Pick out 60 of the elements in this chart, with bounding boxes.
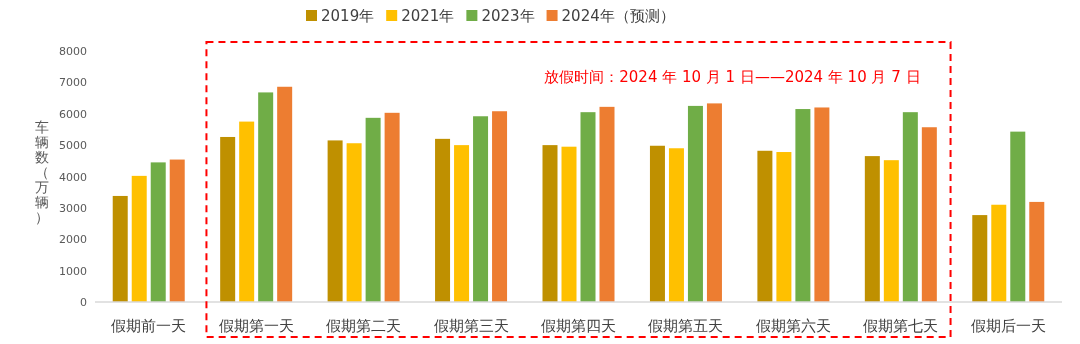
y-tick-label: 5000 [59, 139, 87, 153]
bar [131, 175, 147, 302]
y-tick-label: 8000 [59, 45, 87, 58]
bar [346, 143, 362, 302]
y-axis-title: 车辆数（万辆） [35, 119, 49, 225]
bar [795, 109, 811, 302]
bar [327, 140, 343, 302]
x-tick-label: 假期后一天 [970, 317, 1046, 335]
x-tick-label: 假期第二天 [326, 317, 402, 335]
bar [384, 112, 400, 302]
bar [991, 204, 1007, 302]
bar [883, 160, 899, 302]
bar [1010, 131, 1026, 302]
x-tick-label: 假期第四天 [541, 317, 616, 335]
bar [112, 195, 128, 302]
legend-label: 2023年 [481, 7, 535, 25]
legend-label: 2021年 [401, 7, 455, 25]
y-tick-label: 3000 [59, 201, 87, 215]
bar [561, 146, 577, 302]
bar [814, 107, 830, 302]
bar [542, 145, 558, 302]
x-tick-label: 假期第三天 [433, 317, 509, 335]
bar [902, 112, 918, 302]
bar [668, 148, 684, 302]
bar [776, 152, 792, 302]
bar [1029, 201, 1045, 302]
bar [706, 103, 722, 302]
y-tick-label: 4000 [59, 170, 87, 184]
y-tick-label: 2000 [59, 233, 87, 247]
bar [150, 162, 166, 302]
y-tick-label: 7000 [59, 76, 87, 90]
bar [599, 106, 615, 302]
x-tick-label: 假期第六天 [755, 317, 831, 335]
y-tick-label: 0 [80, 296, 87, 309]
annotation: 放假时间：2024 年 10 月 1 日——2024 年 10 月 7 日 [544, 68, 921, 86]
bar [435, 138, 451, 302]
bar [239, 121, 255, 302]
bar [757, 150, 773, 302]
legend-label: 2019年 [321, 7, 375, 25]
x-tick-label: 假期第五天 [648, 317, 724, 335]
bar [277, 86, 293, 302]
x-tick-label: 假期第一天 [218, 317, 294, 335]
x-tick-label: 假期第七天 [863, 317, 939, 335]
bar [580, 112, 596, 302]
x-tick-label: 假期前一天 [111, 317, 187, 335]
bar [473, 116, 489, 302]
bar [687, 105, 703, 302]
bar [649, 145, 665, 302]
bar [492, 111, 508, 302]
bar [220, 136, 236, 302]
legend-label: 2024年（预测） [561, 7, 675, 25]
bar [258, 92, 274, 302]
y-tick-label: 1000 [59, 264, 87, 278]
bar [921, 127, 937, 302]
bar [169, 159, 185, 302]
bar [864, 156, 880, 302]
bar [365, 117, 381, 302]
y-tick-label: 6000 [59, 107, 87, 121]
bar [972, 215, 988, 302]
bar [454, 145, 470, 302]
